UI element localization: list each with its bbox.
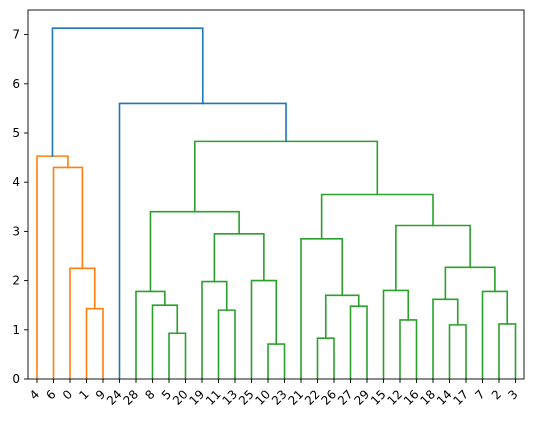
dendrogram-link <box>320 193 434 240</box>
y-tick-label: 5 <box>12 126 20 140</box>
dendrogram-link <box>316 337 335 380</box>
leaf-label: 6 <box>43 387 58 402</box>
leaf-label: 1 <box>76 387 91 402</box>
leaf-label: 2 <box>489 387 504 402</box>
dendrogram-link <box>51 27 204 157</box>
dendrogram-link <box>168 332 187 380</box>
dendrogram-links <box>36 27 517 380</box>
plot-frame <box>27 9 525 380</box>
dendrogram-link <box>382 289 410 380</box>
dendrogram-link <box>349 305 368 380</box>
leaf-label: 28 <box>120 387 141 408</box>
dendrogram-link <box>395 224 471 292</box>
y-tick-label: 6 <box>12 77 20 91</box>
y-axis: 0 1 2 3 4 5 6 7 <box>12 28 28 386</box>
leaf-label: 8 <box>142 387 157 402</box>
y-tick-label: 4 <box>12 175 20 189</box>
dendrogram-link <box>151 304 179 380</box>
y-tick-label: 2 <box>12 274 20 288</box>
y-tick-label: 3 <box>12 224 20 238</box>
dendrogram-link <box>300 237 344 380</box>
dendrogram-link <box>432 298 459 380</box>
dendrogram-link <box>201 280 228 380</box>
dendrogram-link <box>448 324 467 380</box>
dendrogram-link <box>149 210 240 293</box>
leaf-label: 0 <box>60 387 75 402</box>
dendrogram-link <box>69 267 96 380</box>
y-tick-label: 0 <box>12 372 20 386</box>
leaf-label: 4 <box>27 387 42 402</box>
dendrogram-link <box>324 294 360 339</box>
dendrogram-link <box>250 279 278 380</box>
dendrogram-link <box>217 309 236 380</box>
dendrogram-link <box>481 290 509 380</box>
dendrogram-link <box>193 140 379 213</box>
dendrogram-link <box>52 166 84 380</box>
dendrogram-link <box>399 319 418 380</box>
leaf-label: 17 <box>450 387 471 408</box>
dendrogram-link <box>498 323 517 380</box>
dendrogram-link <box>444 266 496 301</box>
y-tick-label: 7 <box>12 28 20 42</box>
y-tick-label: 1 <box>12 323 20 337</box>
dendrogram-link <box>85 307 104 380</box>
leaf-label: 3 <box>505 387 520 402</box>
dendrogram-link <box>36 155 69 380</box>
leaf-label: 7 <box>472 387 487 402</box>
dendrogram-link <box>213 233 265 283</box>
dendrogram-link <box>267 343 286 380</box>
